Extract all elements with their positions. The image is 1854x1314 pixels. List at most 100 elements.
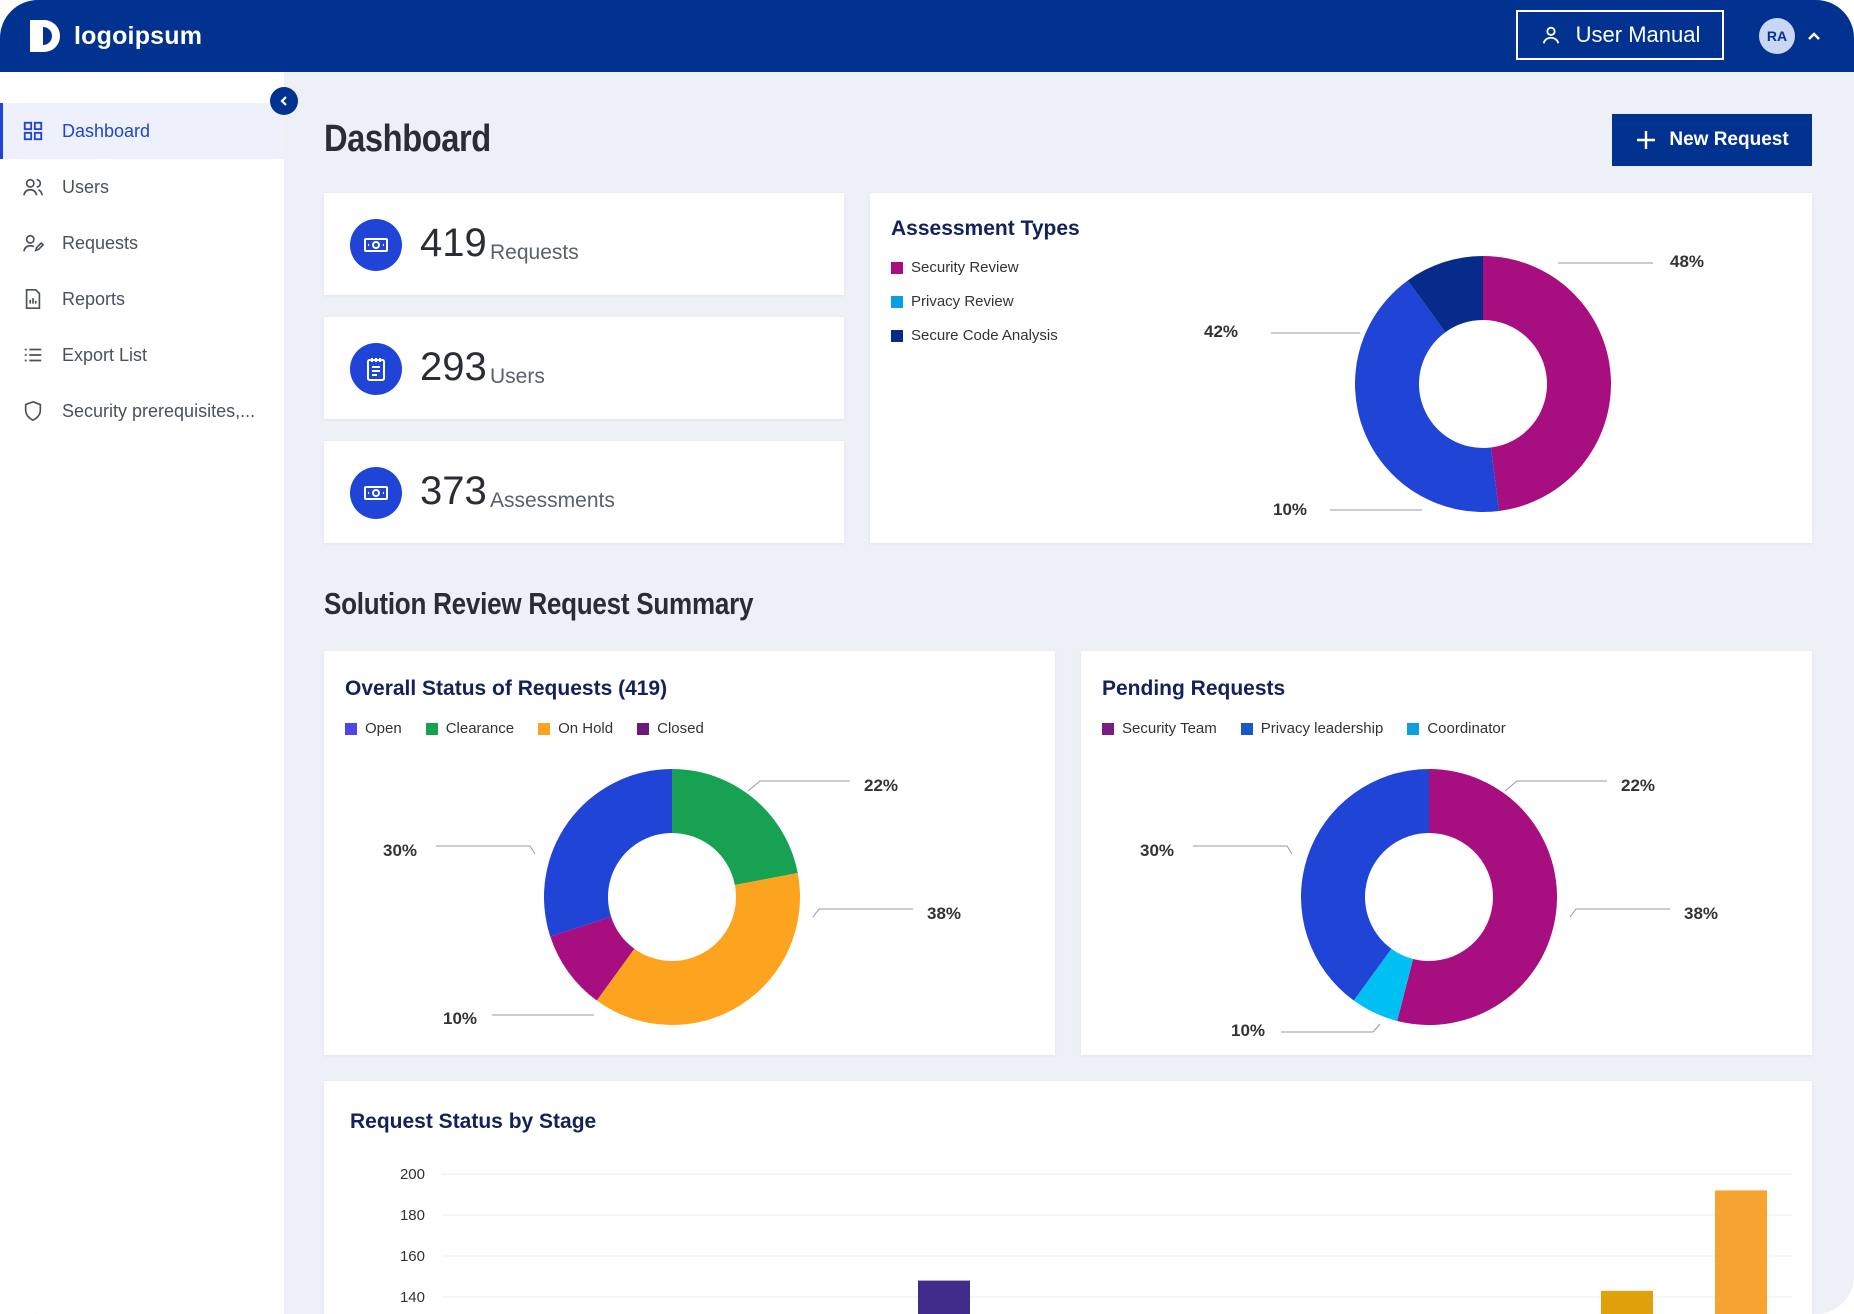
legend-swatch bbox=[1407, 722, 1420, 735]
leader-line bbox=[436, 845, 536, 855]
stat-label: Assessments bbox=[490, 489, 615, 512]
stat-value: 293 bbox=[420, 345, 487, 389]
leader-line bbox=[1504, 780, 1607, 792]
avatar[interactable]: RA bbox=[1759, 18, 1795, 54]
stat-label: Requests bbox=[490, 241, 579, 264]
sidebar-item-label: Users bbox=[62, 176, 110, 197]
overall-status-card: Overall Status of Requests (419) Open Cl… bbox=[324, 651, 1055, 1055]
legend-label: Secure Code Analysis bbox=[911, 327, 1058, 344]
legend-label: Open bbox=[365, 720, 402, 737]
legend-item: Clearance bbox=[425, 720, 514, 737]
bar[interactable] bbox=[918, 1280, 970, 1314]
sidebar-item-label: Reports bbox=[62, 288, 126, 309]
slice-label: 22% bbox=[864, 776, 898, 795]
legend-item: On Hold bbox=[538, 720, 613, 737]
sidebar-item-reports[interactable]: Reports bbox=[0, 271, 284, 327]
donut-slice-privacy-leadership[interactable] bbox=[1301, 769, 1429, 1001]
sidebar-item-export-list[interactable]: Export List bbox=[0, 327, 284, 383]
new-request-button[interactable]: New Request bbox=[1612, 114, 1812, 166]
collapse-sidebar-button[interactable] bbox=[270, 87, 298, 115]
stat-value: 419 bbox=[420, 221, 487, 265]
bar[interactable] bbox=[1601, 1290, 1653, 1314]
donut-slice-security-team[interactable] bbox=[1397, 769, 1557, 1025]
assessment-types-card: Assessment Types Security Review Privacy… bbox=[870, 193, 1812, 543]
legend-label: Security Review bbox=[911, 259, 1019, 276]
sidebar-item-users[interactable]: Users bbox=[0, 159, 284, 215]
leader-line bbox=[812, 908, 913, 918]
y-tick-label: 180 bbox=[400, 1207, 425, 1224]
chevron-left-icon bbox=[280, 96, 287, 106]
pending-requests-card: Pending Requests Security Team Privacy l… bbox=[1081, 651, 1812, 1055]
legend-label: Coordinator bbox=[1427, 720, 1506, 737]
sidebar-item-label: Security prerequisites,... bbox=[62, 400, 256, 421]
donut-slice-clearance[interactable] bbox=[672, 769, 798, 886]
user-icon bbox=[1542, 26, 1559, 44]
user-manual-button[interactable]: User Manual bbox=[1516, 10, 1724, 60]
logo-text: logoipsum bbox=[74, 21, 203, 50]
donut-slices bbox=[1355, 256, 1612, 512]
legend-item: Closed bbox=[637, 720, 704, 737]
money-icon bbox=[364, 486, 388, 500]
top-bar: logoipsum User Manual RA bbox=[0, 0, 1854, 72]
clipboard-icon bbox=[367, 358, 385, 381]
stat-value: 373 bbox=[420, 469, 487, 513]
pending-requests-donut-chart: 22% 38% 10% 30% bbox=[1140, 769, 1718, 1040]
section-title: Solution Review Request Summary bbox=[324, 586, 754, 621]
sidebar-item-label: Requests bbox=[62, 232, 139, 253]
logo[interactable]: logoipsum bbox=[24, 16, 202, 56]
legend-swatch bbox=[891, 295, 903, 308]
donut-slice-on-hold[interactable] bbox=[596, 873, 800, 1025]
legend-item: Open bbox=[345, 720, 402, 737]
donut-slice-security-review[interactable] bbox=[1483, 256, 1612, 511]
legend-swatch bbox=[1102, 722, 1114, 735]
legend: Open Clearance On Hold Closed bbox=[345, 720, 704, 737]
leader-line bbox=[747, 780, 850, 792]
chevron-up-icon[interactable] bbox=[1804, 26, 1824, 46]
stat-card-requests[interactable]: 419 Requests bbox=[324, 193, 844, 295]
leader-line bbox=[1569, 908, 1670, 918]
legend-label: On Hold bbox=[558, 720, 614, 737]
donut-slice-closed[interactable] bbox=[550, 916, 635, 1001]
stat-card-assessments[interactable]: 373 Assessments bbox=[324, 441, 844, 543]
grid-lines bbox=[442, 1173, 1792, 1298]
sidebar-item-security[interactable]: Security prerequisites,... bbox=[0, 383, 284, 439]
legend-label: Security Team bbox=[1122, 720, 1217, 737]
legend-swatch bbox=[1240, 722, 1253, 735]
donut-slice-coordinator[interactable] bbox=[1353, 948, 1414, 1021]
sidebar-item-requests[interactable]: Requests bbox=[0, 215, 284, 271]
bar[interactable] bbox=[1715, 1190, 1767, 1314]
new-request-label: New Request bbox=[1669, 129, 1789, 150]
legend-label: Privacy Review bbox=[911, 293, 1014, 310]
chart-title: Pending Requests bbox=[1102, 677, 1286, 700]
logo-mark-icon bbox=[30, 20, 60, 52]
legend-swatch bbox=[345, 722, 357, 735]
list-icon bbox=[24, 348, 42, 362]
y-tick-label: 200 bbox=[400, 1166, 425, 1183]
slice-label: 10% bbox=[1231, 1021, 1265, 1040]
y-tick-label: 140 bbox=[400, 1289, 425, 1306]
stat-icon-circle bbox=[350, 219, 402, 271]
legend-swatch bbox=[637, 722, 650, 735]
sidebar: Dashboard Users Requests Reports Export … bbox=[0, 72, 284, 1314]
slice-label: 30% bbox=[1140, 841, 1174, 860]
sidebar-item-label: Dashboard bbox=[62, 120, 151, 141]
sidebar-item-dashboard[interactable]: Dashboard bbox=[0, 103, 284, 159]
slice-label: 38% bbox=[1684, 904, 1718, 923]
slice-label: 38% bbox=[927, 904, 961, 923]
user-manual-label: User Manual bbox=[1575, 22, 1701, 47]
y-tick-label: 160 bbox=[400, 1248, 425, 1265]
money-icon bbox=[364, 238, 388, 252]
donut-slices bbox=[1301, 769, 1557, 1025]
stat-card-users[interactable]: 293 Users bbox=[324, 317, 844, 419]
legend-swatch bbox=[891, 261, 903, 274]
donut-slice-privacy-review[interactable] bbox=[1355, 280, 1500, 512]
slice-label: 10% bbox=[1273, 500, 1307, 519]
legend-item: Secure Code Analysis bbox=[891, 327, 1058, 344]
donut-slice-secure-code-analysis[interactable] bbox=[1407, 256, 1483, 333]
legend-swatch bbox=[425, 722, 438, 735]
plus-icon bbox=[1637, 131, 1656, 149]
slice-label: 42% bbox=[1204, 322, 1238, 341]
request-status-card: Request Status by Stage 200 180 160 140 bbox=[324, 1081, 1812, 1314]
users-icon bbox=[23, 178, 43, 196]
donut-slice-open[interactable] bbox=[544, 769, 672, 937]
